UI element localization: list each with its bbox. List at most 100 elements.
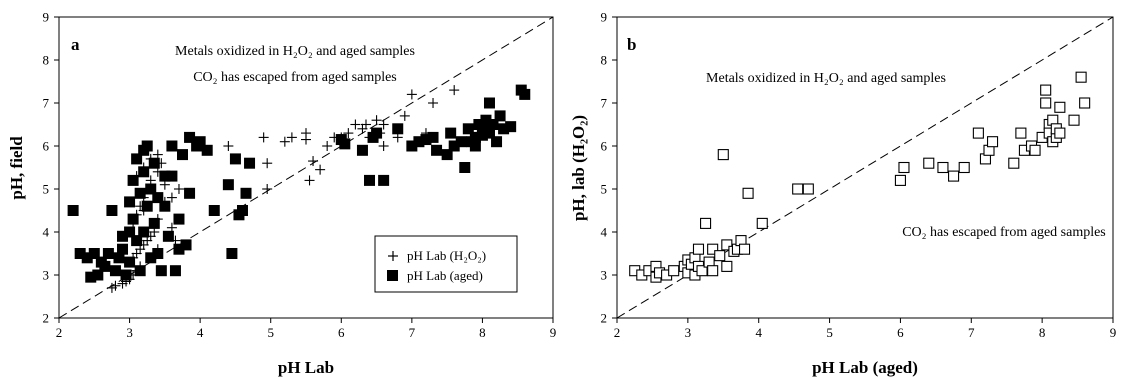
plus-marker — [343, 128, 354, 139]
plus-marker — [301, 134, 311, 145]
plus-marker — [371, 115, 382, 126]
open-square-marker — [696, 265, 708, 277]
filled-square-marker — [483, 97, 495, 109]
filled-square-marker — [469, 140, 481, 152]
plus-marker — [110, 280, 121, 291]
open-square-marker — [1008, 157, 1020, 169]
filled-square-marker — [406, 140, 418, 152]
x-tick-label: 2 — [614, 325, 621, 340]
open-square-marker — [721, 260, 733, 272]
panel-b-letter: b — [627, 35, 636, 54]
x-tick-label: 7 — [409, 325, 416, 340]
filled-square-marker — [145, 183, 157, 195]
y-tick-label: 6 — [43, 139, 50, 154]
filled-square-marker — [236, 205, 248, 216]
y-tick-label: 3 — [43, 268, 50, 283]
y-tick-label: 5 — [43, 182, 50, 197]
filled-square-marker — [491, 136, 503, 148]
filled-square-marker — [134, 265, 146, 277]
filled-square-marker — [184, 131, 196, 143]
panel-a-legend: pH Lab (H₂O₂) pH Lab (aged) — [374, 235, 518, 293]
plus-marker — [223, 141, 234, 151]
panel-a-letter: a — [71, 35, 80, 54]
filled-square-marker — [244, 157, 256, 169]
filled-square-marker — [152, 248, 164, 259]
filled-square-marker — [67, 205, 79, 216]
plus-marker — [428, 98, 439, 108]
filled-square-marker — [124, 196, 136, 208]
filled-square-marker — [148, 217, 160, 229]
filled-square-marker — [102, 248, 114, 259]
y-tick-label: 2 — [601, 311, 608, 326]
panel-a: 2 3 4 5 6 7 8 9 2 3 4 5 6 7 8 9 a Metals oxidized in H… — [7, 10, 556, 378]
plus-marker — [378, 141, 389, 151]
open-square-marker — [692, 243, 705, 255]
filled-square-marker — [240, 187, 252, 199]
open-square-marker — [1068, 114, 1080, 126]
open-square-marker — [1040, 84, 1052, 96]
filled-square-marker — [413, 136, 425, 148]
plus-marker — [304, 175, 315, 186]
y-tick-label: 2 — [43, 311, 50, 326]
y-tick-label: 6 — [601, 139, 608, 154]
filled-square-marker — [226, 248, 238, 259]
x-tick-label: 2 — [56, 325, 63, 340]
filled-square-marker — [155, 265, 167, 277]
filled-square-marker — [141, 200, 153, 212]
x-tick-label: 4 — [755, 325, 762, 340]
filled-square-marker — [162, 230, 174, 242]
filled-square-marker — [229, 153, 241, 165]
plus-marker — [449, 85, 460, 96]
panel-a-plot-frame — [58, 16, 554, 319]
panel-b-y-axis-title: pH, lab (H₂O₂) — [569, 115, 588, 221]
filled-square-marker — [117, 243, 129, 255]
filled-square-marker — [169, 265, 181, 277]
panel-a-legend-label-h2o2: pH Lab (H₂O₂) — [407, 248, 486, 263]
open-square-marker — [986, 136, 999, 148]
plus-marker — [279, 136, 290, 147]
plus-marker — [350, 119, 361, 130]
panel-a-legend-label-aged: pH Lab (aged) — [407, 268, 483, 283]
panel-a-x-ticks: 2 3 4 5 6 7 8 9 — [56, 318, 556, 340]
panel-b-points — [629, 71, 1091, 283]
panel-a-x-axis-title: pH Lab — [278, 358, 334, 377]
plus-marker — [360, 119, 371, 130]
plus-marker — [322, 141, 333, 151]
x-tick-label: 3 — [685, 325, 692, 340]
plus-marker — [286, 132, 297, 143]
filled-square-marker — [173, 243, 185, 255]
filled-square-marker — [431, 144, 443, 156]
filled-square-marker — [127, 213, 139, 225]
panel-b-x-ticks: 2 3 4 5 6 7 8 9 — [614, 318, 1116, 340]
filled-square-marker — [131, 235, 143, 247]
filled-square-marker — [494, 110, 506, 122]
open-square-marker — [742, 187, 754, 199]
filled-square-marker — [148, 157, 160, 169]
filled-square-marker — [81, 252, 93, 264]
filled-square-marker — [462, 123, 474, 135]
open-square-marker — [738, 243, 751, 255]
open-square-marker — [802, 183, 814, 195]
filled-square-marker — [141, 140, 153, 152]
filled-square-marker — [184, 187, 196, 199]
filled-square-marker — [487, 119, 499, 130]
legend-plus-icon — [388, 251, 398, 261]
open-square-marker — [948, 170, 960, 182]
plus-marker — [166, 192, 177, 203]
filled-square-marker — [476, 129, 488, 141]
x-tick-label: 6 — [897, 325, 904, 340]
filled-square-marker — [222, 179, 234, 191]
open-square-marker — [1075, 71, 1087, 83]
filled-square-marker — [455, 136, 467, 148]
filled-square-marker — [88, 248, 100, 259]
filled-square-marker — [476, 123, 488, 135]
filled-square-marker — [483, 127, 495, 139]
x-tick-label: 3 — [126, 325, 133, 340]
filled-square-marker — [113, 252, 125, 264]
panel-a-annotation-metals: Metals oxidized in H₂O₂ and aged samples — [175, 44, 415, 59]
panel-b-annotation-metals: Metals oxidized in H₂O₂ and aged samples — [706, 71, 946, 86]
open-square-marker — [958, 161, 970, 174]
filled-square-marker — [127, 174, 139, 186]
x-tick-label: 7 — [968, 325, 975, 340]
open-square-marker — [707, 243, 719, 255]
